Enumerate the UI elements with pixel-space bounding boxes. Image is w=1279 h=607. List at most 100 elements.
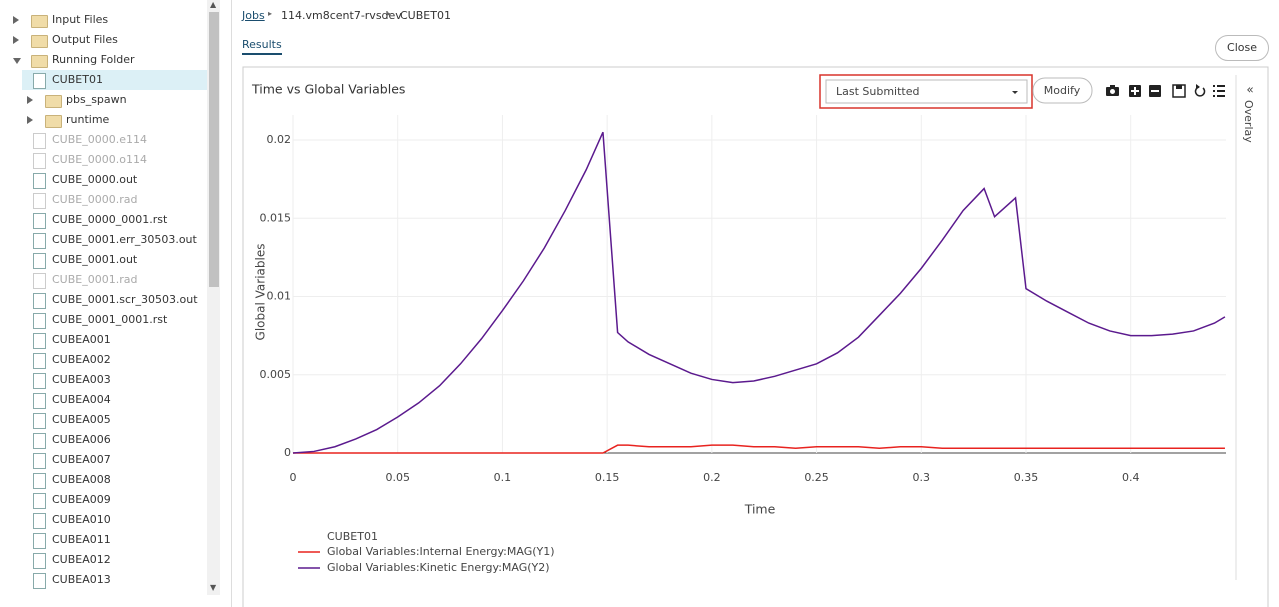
tree-item[interactable]: CUBEA001: [0, 330, 207, 350]
tree-item[interactable]: CUBEA004: [0, 390, 207, 410]
results-tab[interactable]: Results: [242, 38, 282, 55]
file-icon: [33, 433, 46, 449]
item-label: pbs_spawn: [66, 93, 127, 106]
modify-button[interactable]: [1032, 77, 1093, 104]
tree-item[interactable]: CUBEA006: [0, 430, 207, 450]
tree-item[interactable]: CUBEA012: [0, 550, 207, 570]
overlay-tab[interactable]: Overlay: [1242, 100, 1255, 143]
item-label: CUBEA002: [52, 353, 111, 366]
tree-item[interactable]: Output Files: [0, 30, 207, 50]
legend-label: Global Variables:Internal Energy:MAG(Y1): [327, 545, 555, 558]
item-label: CUBET01: [52, 73, 103, 86]
tree-item[interactable]: CUBE_0001.err_30503.out: [0, 230, 207, 250]
tree-item[interactable]: CUBEA008: [0, 470, 207, 490]
y-axis-title: Global Variables: [254, 244, 268, 341]
tree-item[interactable]: pbs_spawn: [0, 90, 207, 110]
breadcrumb-sep: ▸: [268, 9, 273, 18]
x-tick-label: 0.05: [385, 471, 410, 484]
item-label: CUBE_0001.out: [52, 253, 138, 266]
expander[interactable]: [27, 96, 33, 104]
item-label: CUBEA005: [52, 413, 111, 426]
tree-item[interactable]: CUBE_0000_0001.rst: [0, 210, 207, 230]
expander[interactable]: [13, 16, 19, 24]
scroll-thumb[interactable]: [209, 12, 219, 287]
dropdown-label: Last Submitted: [836, 85, 920, 98]
folder-icon: [45, 115, 62, 128]
tree-item[interactable]: CUBEA002: [0, 350, 207, 370]
file-icon: [33, 413, 46, 429]
x-tick-label: 0.35: [1014, 471, 1039, 484]
tree-item[interactable]: CUBE_0001.scr_30503.out: [0, 290, 207, 310]
tree-item[interactable]: CUBE_0000.o114: [0, 150, 207, 170]
tree-item[interactable]: CUBE_0000.e114: [0, 130, 207, 150]
tree-item[interactable]: Running Folder: [0, 50, 207, 70]
item-label: CUBE_0000.e114: [52, 133, 147, 146]
file-icon: [33, 333, 46, 349]
tree-item[interactable]: CUBEA013: [0, 570, 207, 590]
expander[interactable]: [27, 116, 33, 124]
file-icon: [33, 293, 46, 309]
file-icon: [33, 193, 46, 209]
tree-item[interactable]: CUBEA003: [0, 370, 207, 390]
item-label: CUBEA009: [52, 493, 111, 506]
scroll-down[interactable]: ▼: [210, 583, 217, 592]
tree-item[interactable]: Input Files: [0, 10, 207, 30]
item-label: runtime: [66, 113, 110, 126]
tree-item[interactable]: runtime: [0, 110, 207, 130]
x-tick-label: 0.15: [595, 471, 620, 484]
tree-item[interactable]: CUBE_0000.out: [0, 170, 207, 190]
collapse-icon[interactable]: «: [1246, 83, 1253, 97]
x-tick-label: 0.25: [804, 471, 829, 484]
tree-item[interactable]: CUBE_0001_0001.rst: [0, 310, 207, 330]
file-icon: [33, 173, 46, 189]
folder-icon: [31, 35, 48, 48]
line-series: [292, 131, 1226, 454]
file-icon: [33, 233, 46, 249]
file-tree: ▲ ▼ Input Files Output Files Running Folde…: [0, 0, 232, 607]
item-label: CUBEA006: [52, 433, 111, 446]
y-tick-label: 0.005: [260, 368, 292, 381]
tree-item[interactable]: CUBEA005: [0, 410, 207, 430]
y-tick-label: 0.015: [260, 211, 292, 224]
file-icon: [33, 153, 46, 169]
file-icon: [33, 533, 46, 549]
item-label: Input Files: [52, 13, 109, 26]
x-tick-label: 0.2: [703, 471, 721, 484]
file-icon: [33, 213, 46, 229]
expander[interactable]: [13, 58, 21, 64]
line-series: [293, 444, 1225, 454]
expander[interactable]: [13, 36, 19, 44]
item-label: CUBE_0001.rad: [52, 273, 138, 286]
item-label: Output Files: [52, 33, 118, 46]
y-tick-label: 0: [284, 446, 291, 459]
file-icon: [33, 273, 46, 289]
chart-title: Time vs Global Variables: [251, 82, 405, 97]
tree-item[interactable]: CUBE_0001.rad: [0, 270, 207, 290]
tree-item[interactable]: CUBEA009: [0, 490, 207, 510]
item-label: CUBEA008: [52, 473, 111, 486]
tree-item[interactable]: CUBET01: [22, 70, 207, 90]
toolbar-icons[interactable]: [1106, 84, 1225, 98]
scroll-up[interactable]: ▲: [210, 0, 217, 9]
item-label: CUBE_0000.o114: [52, 153, 147, 166]
tree-item[interactable]: CUBE_0000.rad: [0, 190, 207, 210]
breadcrumb-item[interactable]: 114.vm8cent7-rvsdev: [281, 9, 402, 22]
scrollbar[interactable]: ▲ ▼: [207, 0, 220, 595]
x-tick-label: 0.4: [1122, 471, 1140, 484]
breadcrumb-link[interactable]: Jobs: [242, 9, 265, 22]
item-label: CUBEA010: [52, 513, 111, 526]
file-icon: [33, 353, 46, 369]
tree-item[interactable]: CUBE_0001.out: [0, 250, 207, 270]
x-tick-label: 0: [290, 471, 297, 484]
tree-item[interactable]: CUBEA007: [0, 450, 207, 470]
close-button[interactable]: Close: [1215, 35, 1269, 61]
item-label: CUBE_0001_0001.rst: [52, 313, 168, 326]
item-label: CUBEA007: [52, 453, 111, 466]
tree-item[interactable]: CUBEA010: [0, 510, 207, 530]
dropdown[interactable]: [825, 79, 1028, 104]
item-label: CUBEA004: [52, 393, 111, 406]
tree-item[interactable]: CUBEA011: [0, 530, 207, 550]
y-tick-label: 0.02: [267, 133, 292, 146]
folder-icon: [31, 55, 48, 68]
